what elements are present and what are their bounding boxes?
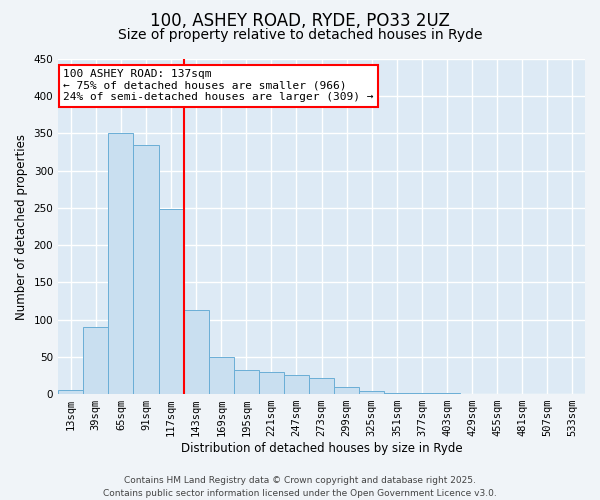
Bar [259,372,284,394]
Bar [284,376,309,394]
Bar [334,388,359,394]
Bar [209,357,234,394]
Bar [109,134,133,394]
Bar [309,378,334,394]
Bar [133,144,158,394]
Text: 100 ASHEY ROAD: 137sqm
← 75% of detached houses are smaller (966)
24% of semi-de: 100 ASHEY ROAD: 137sqm ← 75% of detached… [64,69,374,102]
Y-axis label: Number of detached properties: Number of detached properties [15,134,28,320]
Bar [158,210,184,394]
Bar [359,391,385,394]
X-axis label: Distribution of detached houses by size in Ryde: Distribution of detached houses by size … [181,442,463,455]
Bar [83,327,109,394]
Text: Size of property relative to detached houses in Ryde: Size of property relative to detached ho… [118,28,482,42]
Text: 100, ASHEY ROAD, RYDE, PO33 2UZ: 100, ASHEY ROAD, RYDE, PO33 2UZ [150,12,450,30]
Bar [184,310,209,394]
Bar [58,390,83,394]
Bar [234,370,259,394]
Text: Contains HM Land Registry data © Crown copyright and database right 2025.
Contai: Contains HM Land Registry data © Crown c… [103,476,497,498]
